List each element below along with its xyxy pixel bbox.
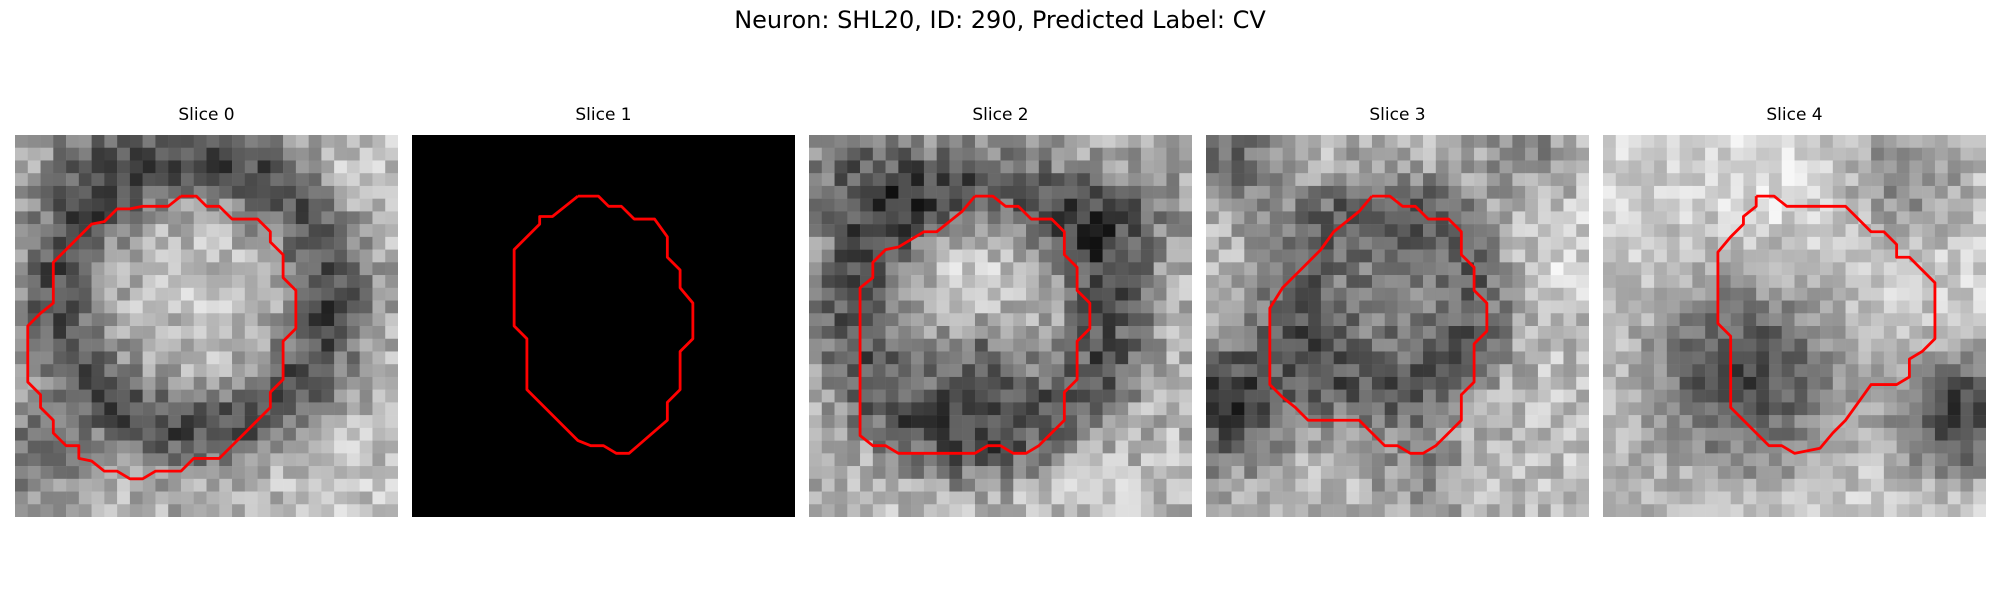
segmentation-contour [512, 194, 695, 455]
pixel-grid [15, 135, 398, 517]
panel-title: Slice 2 [972, 105, 1029, 125]
slice-image [1603, 135, 1986, 517]
panel-title: Slice 4 [1766, 105, 1823, 125]
pixel-grid [809, 135, 1192, 517]
panel-slice-4: Slice 4 [1603, 105, 1986, 517]
segmentation-contour [1716, 194, 1937, 455]
panel-slice-2: Slice 2 [809, 105, 1192, 517]
panel-title: Slice 1 [575, 105, 632, 125]
slice-image [15, 135, 398, 517]
segmentation-contour [858, 194, 1092, 455]
figure-title: Neuron: SHL20, ID: 290, Predicted Label:… [734, 6, 1266, 34]
panel-slice-3: Slice 3 [1206, 105, 1589, 517]
pixel-grid [1603, 135, 1986, 517]
panel-slice-1: Slice 1 [412, 105, 795, 517]
slice-image [809, 135, 1192, 517]
segmentation-contour [1268, 194, 1489, 455]
segmentation-contour [26, 194, 298, 481]
slice-image [1206, 135, 1589, 517]
panel-slice-0: Slice 0 [15, 105, 398, 517]
panel-title: Slice 0 [178, 105, 235, 125]
slice-image [412, 135, 795, 517]
pixel-grid [412, 135, 795, 517]
pixel-grid [1206, 135, 1589, 517]
panel-title: Slice 3 [1369, 105, 1426, 125]
